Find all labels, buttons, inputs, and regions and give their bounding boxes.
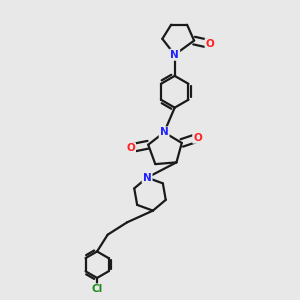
Text: O: O [193, 133, 202, 142]
Text: O: O [206, 39, 214, 49]
Text: N: N [170, 50, 179, 60]
Text: N: N [160, 128, 169, 137]
Text: Cl: Cl [92, 284, 103, 294]
Text: N: N [143, 172, 152, 183]
Text: O: O [126, 143, 135, 153]
